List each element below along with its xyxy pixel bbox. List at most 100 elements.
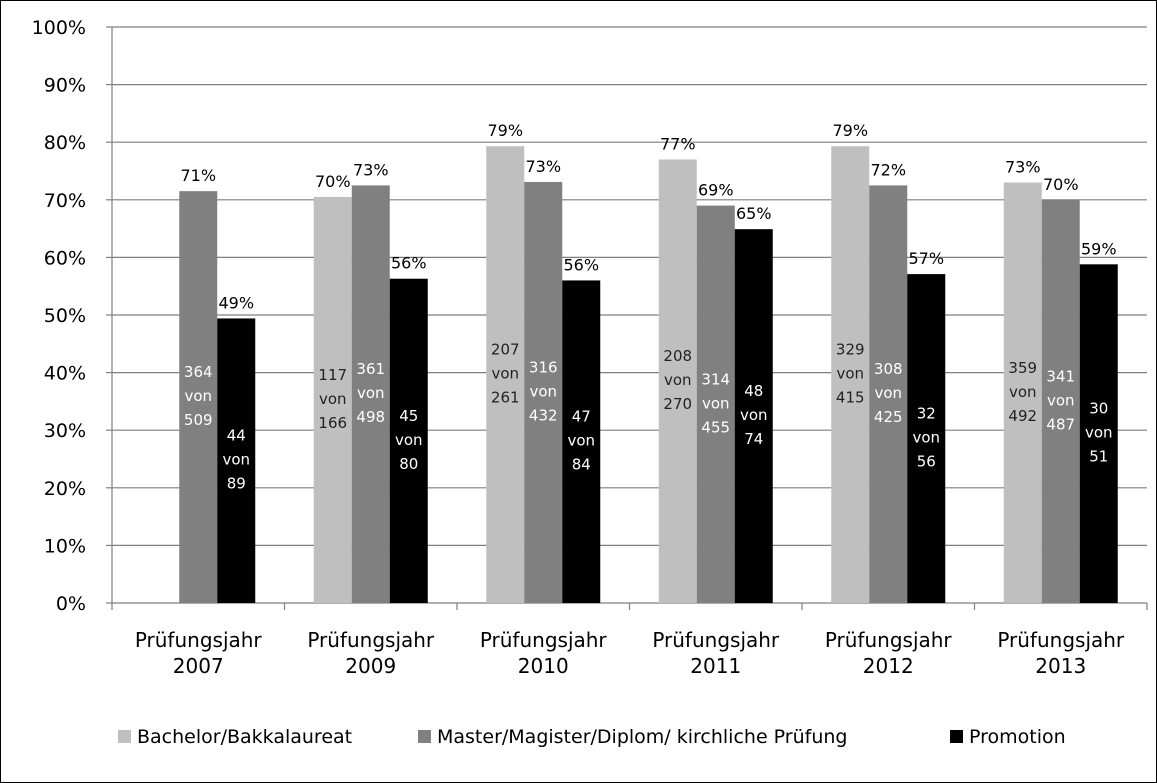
bar-value-label: 71% [180,166,216,185]
bar [524,181,563,603]
bar [907,274,946,603]
x-category-label: Prüfungsjahr [825,628,953,652]
bar-value-label: 49% [218,293,254,312]
bar-count-label: 455 [701,418,730,436]
y-tick-label: 100% [32,17,86,39]
bar [1003,182,1042,603]
bar-count-label: 51 [1089,448,1108,466]
legend-label: Bachelor/Bakkalaureat [137,726,352,748]
bar-value-label: 70% [1043,175,1079,194]
bar-value-label: 73% [525,157,561,176]
bar-count-label: 359 [1008,359,1037,377]
bar-count-label: von [740,406,768,424]
x-category-label: 2013 [1035,654,1086,678]
legend-label: Promotion [969,726,1066,748]
y-tick-label: 50% [44,305,86,327]
y-tick-label: 60% [44,247,86,269]
x-category-label: 2012 [863,654,914,678]
bar-value-label: 57% [908,249,944,268]
bar-count-label: 509 [184,411,213,429]
bar-count-label: von [357,384,385,402]
bar-count-label: 364 [184,363,213,381]
bar-count-label: von [1009,383,1037,401]
x-category-label: 2011 [690,654,741,678]
bar-count-label: 74 [744,430,763,448]
bar [696,205,735,603]
bar-value-label: 73% [1005,158,1041,177]
x-category-label: Prüfungsjahr [135,628,263,652]
bar-value-label: 70% [315,172,351,191]
bar-count-label: 56 [917,453,936,471]
bar [562,280,601,603]
legend-swatch [418,730,431,743]
bar-count-label: 117 [318,366,347,384]
bar-count-label: 316 [529,358,558,376]
bar-count-label: 361 [356,360,385,378]
bar-count-label: 32 [917,405,936,423]
x-category-label: Prüfungsjahr [307,628,435,652]
legend-swatch [950,730,963,743]
bar-count-label: von [912,429,940,447]
bar-value-label: 77% [660,134,696,153]
bar-count-label: von [702,394,730,412]
bar-count-label: 89 [227,475,246,493]
bar-count-label: 498 [356,408,385,426]
bar-count-label: von [184,387,212,405]
bar-count-label: von [491,365,519,383]
bar-count-label: 432 [529,406,558,424]
bar-count-label: 308 [874,360,903,378]
bar [1079,264,1118,603]
bar-count-label: von [836,365,864,383]
x-category-label: Prüfungsjahr [480,628,608,652]
bar [658,159,697,604]
bar-count-label: von [529,382,557,400]
bar [313,196,352,604]
bar [1041,199,1080,604]
bar-count-label: 84 [572,456,591,474]
bar-count-label: 314 [701,370,730,388]
bar-count-label: von [567,432,595,450]
y-tick-label: 40% [44,363,86,385]
bar-count-label: 492 [1008,407,1037,425]
bar-value-label: 72% [870,160,906,179]
y-tick-label: 20% [44,478,86,500]
bar-count-label: 487 [1046,415,1075,433]
legend-label: Master/Magister/Diplom/ kirchliche Prüfu… [437,726,848,748]
bar-count-label: 329 [836,341,865,359]
x-category-label: 2009 [345,654,396,678]
bar [179,191,218,603]
y-tick-label: 10% [44,535,86,557]
bar-count-label: von [319,390,347,408]
bar [217,318,256,603]
bar [389,278,428,603]
bar-value-label: 56% [563,255,599,274]
bar-count-label: 80 [399,455,418,473]
bar-count-label: von [395,431,423,449]
bar-count-label: 44 [227,427,246,445]
bar-value-label: 69% [698,181,734,200]
bar-count-label: 425 [874,408,903,426]
bar-count-label: 45 [399,407,418,425]
bar-count-label: 48 [744,382,763,400]
bar-count-label: 30 [1089,400,1108,418]
bar-count-label: 415 [836,389,865,407]
y-tick-label: 70% [44,190,86,212]
bar-value-label: 56% [391,254,427,273]
bar-count-label: 207 [491,341,520,359]
bar-count-label: 270 [663,395,692,413]
bar-count-label: 208 [663,347,692,365]
bar [869,185,908,603]
y-tick-label: 0% [56,593,86,615]
bar [831,146,870,603]
y-tick-label: 80% [44,132,86,154]
x-category-label: Prüfungsjahr [997,628,1125,652]
bar [486,146,525,603]
bar [734,229,773,603]
bar-count-label: 47 [572,408,591,426]
x-category-label: 2007 [173,654,224,678]
y-tick-label: 90% [44,75,86,97]
bar-value-label: 73% [353,160,389,179]
bar-count-label: von [874,384,902,402]
bar-value-label: 79% [832,121,868,140]
bar-count-label: 341 [1046,367,1075,385]
